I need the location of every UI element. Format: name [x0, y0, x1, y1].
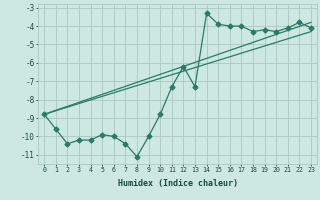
X-axis label: Humidex (Indice chaleur): Humidex (Indice chaleur)	[118, 179, 238, 188]
